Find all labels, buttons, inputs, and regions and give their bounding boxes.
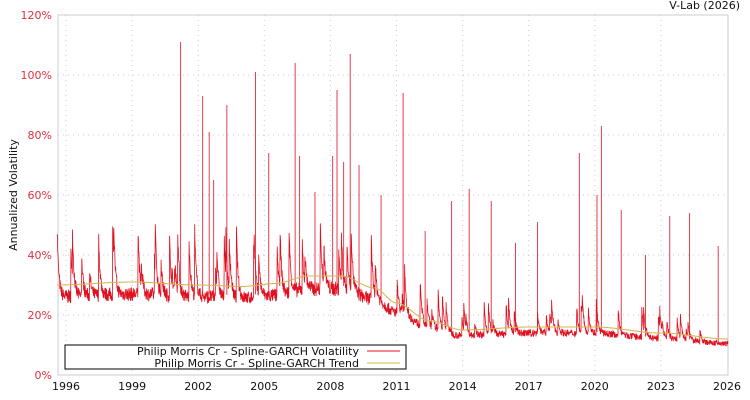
- y-tick-label: 120%: [21, 9, 52, 22]
- x-tick-label: 2014: [449, 380, 477, 393]
- y-axis-label: Annualized Volatility: [7, 139, 20, 251]
- x-tick-label: 2005: [250, 380, 278, 393]
- legend-label-trend: Philip Morris Cr - Spline-GARCH Trend: [154, 357, 359, 370]
- y-tick-label: 80%: [28, 129, 52, 142]
- legend: Philip Morris Cr - Spline-GARCH Volatili…: [64, 344, 407, 370]
- y-tick-label: 60%: [28, 189, 52, 202]
- y-tick-label: 40%: [28, 249, 52, 262]
- x-tick-label: 2002: [184, 380, 212, 393]
- x-tick-label: 1999: [118, 380, 146, 393]
- y-tick-label: 100%: [21, 69, 52, 82]
- y-tick-label: 0%: [35, 369, 52, 382]
- trend-series-line: [57, 275, 728, 340]
- y-tick-label: 20%: [28, 309, 52, 322]
- x-tick-label: 2023: [647, 380, 675, 393]
- credit-label: V-Lab (2026): [669, 0, 740, 12]
- x-tick-label: 2011: [383, 380, 411, 393]
- x-tick-label: 2017: [515, 380, 543, 393]
- x-tick-label: 2008: [316, 380, 344, 393]
- x-tick-label: 2026: [713, 380, 741, 393]
- legend-label-volatility: Philip Morris Cr - Spline-GARCH Volatili…: [137, 345, 360, 358]
- volatility-series-line: [56, 223, 729, 347]
- x-tick-label: 2020: [581, 380, 609, 393]
- x-tick-label: 1996: [52, 380, 80, 393]
